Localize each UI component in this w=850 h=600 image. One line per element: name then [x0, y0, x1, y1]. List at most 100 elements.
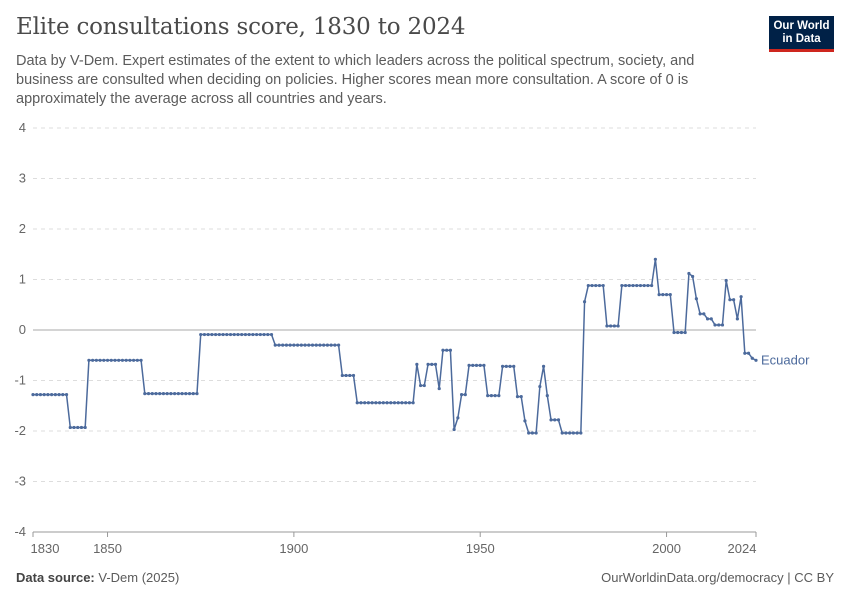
data-point [120, 358, 125, 362]
data-point [500, 364, 505, 368]
data-point [720, 323, 725, 327]
data-point [571, 431, 575, 435]
data-point [150, 392, 154, 396]
data-point [635, 283, 639, 288]
data-point [135, 358, 139, 362]
data-point [564, 431, 568, 435]
data-point [646, 283, 650, 288]
data-point [158, 392, 162, 396]
data-point [527, 431, 531, 435]
data-point [292, 343, 296, 347]
data-point [236, 332, 240, 337]
data-point [735, 317, 739, 321]
data-point [72, 425, 76, 430]
data-point [478, 363, 482, 367]
data-point [467, 363, 471, 367]
data-point [493, 394, 497, 398]
data-point [281, 343, 285, 347]
data-point [83, 425, 87, 430]
data-point [374, 401, 378, 405]
data-point [206, 332, 210, 337]
y-tick-label: -4 [14, 524, 26, 539]
data-point [713, 323, 717, 327]
data-point [57, 393, 61, 397]
data-point [351, 373, 356, 378]
y-tick-label: 3 [19, 171, 26, 186]
source-link[interactable]: OurWorldinData.org/democracy | CC BY [601, 570, 834, 585]
data-point [728, 298, 732, 302]
data-point [694, 297, 698, 301]
data-point [404, 401, 408, 405]
data-point [743, 351, 747, 355]
data-point [664, 293, 669, 297]
data-point [221, 332, 225, 337]
data-source-value[interactable]: V-Dem (2025) [98, 570, 180, 585]
data-point [269, 332, 274, 337]
data-point [609, 324, 613, 328]
data-source-label: Data source: [16, 570, 95, 585]
data-point [180, 392, 184, 396]
data-point [247, 332, 251, 337]
y-tick-label: -3 [14, 474, 26, 489]
data-point [590, 283, 594, 288]
data-point [668, 293, 672, 297]
data-point [400, 401, 404, 405]
logo-accent-bar [769, 49, 834, 52]
y-tick-label: -1 [14, 373, 26, 388]
data-point [579, 431, 583, 435]
y-tick-label: -2 [14, 423, 26, 438]
data-point [486, 394, 490, 398]
data-point [396, 401, 400, 405]
data-point [456, 416, 460, 420]
data-point [631, 283, 635, 288]
data-point [225, 332, 229, 337]
data-point [53, 393, 57, 397]
data-point [217, 332, 221, 337]
data-point [329, 343, 333, 347]
data-point [538, 384, 542, 389]
chart-subtitle: Data by V-Dem. Expert estimates of the e… [16, 53, 695, 107]
data-point [672, 330, 676, 335]
data-point [732, 298, 736, 302]
data-point [549, 418, 553, 422]
data-point [42, 393, 46, 397]
data-point [50, 393, 54, 397]
data-point [113, 358, 117, 362]
data-point [612, 324, 616, 328]
data-point [169, 392, 173, 396]
data-point [474, 363, 479, 367]
data-point [597, 283, 602, 288]
data-point [430, 362, 434, 366]
data-point [463, 393, 467, 397]
y-tick-label: 2 [19, 221, 26, 236]
data-point [46, 393, 50, 397]
data-point [284, 343, 289, 347]
data-point [381, 401, 385, 405]
data-point [594, 283, 598, 288]
data-point [299, 343, 303, 347]
data-point [240, 332, 244, 337]
data-source: Data source: V-Dem (2025) [16, 570, 179, 585]
y-tick-label: 0 [19, 322, 26, 337]
data-point [489, 394, 493, 398]
data-point [165, 392, 169, 396]
data-point [76, 425, 80, 430]
data-point [709, 317, 713, 321]
data-point [288, 343, 292, 347]
data-point [717, 323, 721, 327]
data-point [482, 363, 486, 367]
data-point [161, 392, 166, 396]
owid-logo[interactable]: Our World in Data [769, 16, 834, 52]
data-point [497, 394, 501, 398]
data-point [363, 401, 367, 405]
data-point [605, 324, 609, 328]
data-point [251, 332, 255, 337]
data-point [679, 330, 684, 335]
data-point [228, 332, 233, 337]
data-point [407, 401, 412, 405]
data-point [91, 358, 95, 362]
data-point [366, 401, 371, 405]
data-point [307, 343, 311, 347]
data-point [232, 332, 236, 337]
data-point [255, 332, 259, 337]
